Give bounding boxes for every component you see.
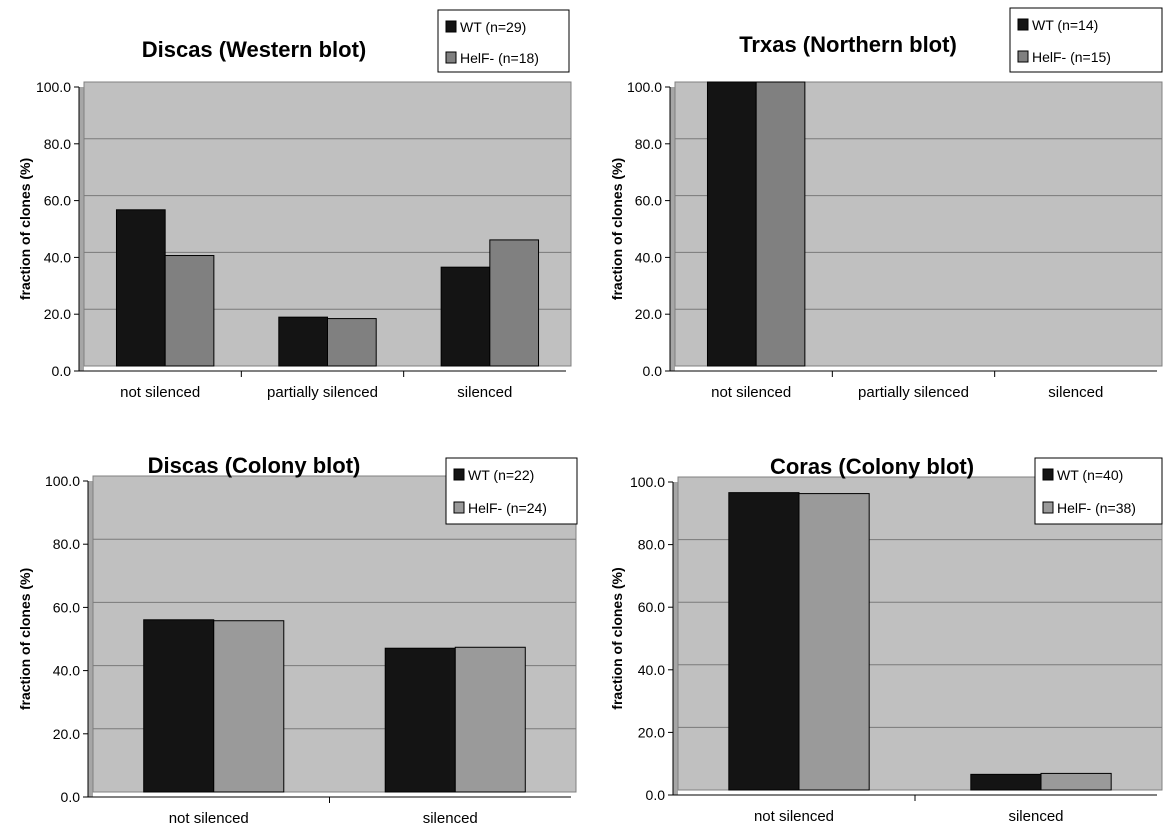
y-tick-label: 80.0 xyxy=(44,136,71,152)
y-tick-label: 100.0 xyxy=(45,473,80,489)
x-category-label: not silenced xyxy=(711,384,791,401)
x-category-label: silenced xyxy=(1008,808,1063,825)
y-tick-label: 60.0 xyxy=(635,193,662,209)
legend-swatch xyxy=(453,501,465,514)
legend-swatch xyxy=(1017,18,1029,31)
legend-box xyxy=(1009,7,1163,73)
y-tick-label: 40.0 xyxy=(44,249,71,265)
legend-swatch xyxy=(1017,50,1029,63)
legend-label: WT (n=29) xyxy=(460,19,526,35)
bar xyxy=(1040,772,1112,791)
y-tick-label: 40.0 xyxy=(635,249,662,265)
x-category-label: silenced xyxy=(1048,384,1103,401)
legend-swatch xyxy=(1042,501,1054,514)
bar xyxy=(728,492,800,791)
y-tick-label: 40.0 xyxy=(53,663,80,679)
bar xyxy=(164,255,215,367)
chart-coras-colony-blot: 0.0 20.0 40.0 60.0 80.0 100.0 not silenced sile… xyxy=(609,454,1163,825)
bar xyxy=(454,646,526,793)
bar xyxy=(706,81,757,367)
bar xyxy=(143,619,215,793)
y-tick-label: 20.0 xyxy=(53,726,80,742)
y-tick-label: 60.0 xyxy=(53,599,80,615)
chart-title: Coras (Colony blot) xyxy=(770,454,974,479)
bar xyxy=(798,493,870,791)
bar xyxy=(970,773,1042,791)
x-category-label: not silenced xyxy=(120,384,200,401)
plot-side-wall xyxy=(670,87,675,371)
y-tick-label: 100.0 xyxy=(630,474,665,490)
legend-box xyxy=(445,457,578,525)
y-axis-label: fraction of clones (%) xyxy=(609,158,625,300)
chart-title: Discas (Western blot) xyxy=(142,37,367,62)
legend-swatch xyxy=(453,468,465,481)
bar xyxy=(213,620,285,793)
bar xyxy=(384,647,456,793)
x-category-label: silenced xyxy=(423,810,478,825)
legend-label: HelF- (n=24) xyxy=(468,500,547,516)
y-tick-label: 100.0 xyxy=(627,79,662,95)
bar xyxy=(278,316,328,367)
bar xyxy=(327,318,377,367)
plot-side-wall xyxy=(673,482,678,795)
y-axis-label: fraction of clones (%) xyxy=(609,567,625,709)
bar xyxy=(115,209,166,367)
legend-swatch xyxy=(1042,468,1054,481)
legend-label: WT (n=40) xyxy=(1057,467,1123,483)
x-category-label: partially silenced xyxy=(267,384,378,401)
y-tick-label: 80.0 xyxy=(635,136,662,152)
chart-discas-western-blot: 0.0 20.0 40.0 60.0 80.0 100.0 not silenced part… xyxy=(17,9,572,401)
y-axis-label: fraction of clones (%) xyxy=(17,568,33,710)
y-tick-label: 0.0 xyxy=(61,789,81,805)
legend-swatch xyxy=(445,20,457,33)
y-tick-label: 100.0 xyxy=(36,79,71,95)
y-tick-label: 60.0 xyxy=(638,599,665,615)
x-category-label: silenced xyxy=(457,384,512,401)
legend-box xyxy=(437,9,570,73)
y-tick-label: 80.0 xyxy=(53,536,80,552)
y-tick-label: 20.0 xyxy=(635,306,662,322)
chart-title: Discas (Colony blot) xyxy=(148,453,361,478)
chart-discas-colony-blot: 0.0 20.0 40.0 60.0 80.0 100.0 not silenced sile… xyxy=(17,453,578,825)
bar xyxy=(755,81,806,367)
y-tick-label: 0.0 xyxy=(646,787,666,803)
chart-trxas-northern-blot: 0.0 20.0 40.0 60.0 80.0 100.0 not silenced part… xyxy=(609,7,1163,401)
legend-label: WT (n=14) xyxy=(1032,17,1098,33)
y-tick-label: 20.0 xyxy=(44,306,71,322)
plot-side-wall xyxy=(79,87,84,371)
x-category-label: not silenced xyxy=(754,808,834,825)
legend-label: HelF- (n=18) xyxy=(460,50,539,66)
x-category-label: partially silenced xyxy=(858,384,969,401)
legend-label: WT (n=22) xyxy=(468,467,534,483)
x-category-label: not silenced xyxy=(169,810,249,825)
y-tick-label: 0.0 xyxy=(643,363,663,379)
legend-label: HelF- (n=15) xyxy=(1032,49,1111,65)
y-tick-label: 40.0 xyxy=(638,662,665,678)
y-axis-label: fraction of clones (%) xyxy=(17,158,33,300)
legend-label: HelF- (n=38) xyxy=(1057,500,1136,516)
plot-side-wall xyxy=(88,481,93,797)
y-tick-label: 60.0 xyxy=(44,193,71,209)
y-tick-label: 0.0 xyxy=(52,363,72,379)
legend-box xyxy=(1034,457,1163,525)
bar xyxy=(440,266,491,367)
y-tick-label: 20.0 xyxy=(638,724,665,740)
legend-swatch xyxy=(445,51,457,64)
y-tick-label: 80.0 xyxy=(638,537,665,553)
chart-title: Trxas (Northern blot) xyxy=(739,32,957,57)
bar xyxy=(489,239,540,367)
